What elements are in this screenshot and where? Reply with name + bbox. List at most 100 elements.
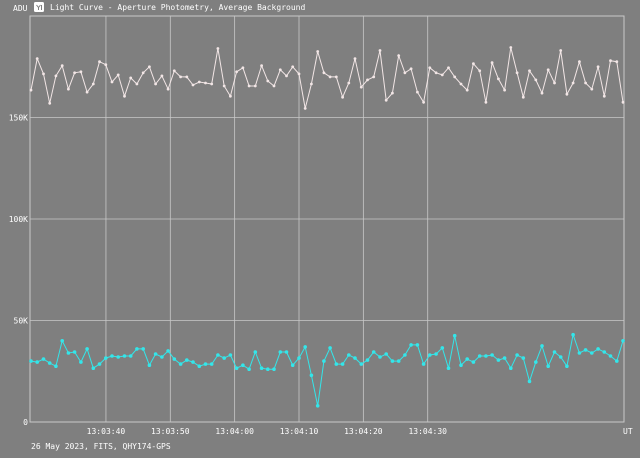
data-point <box>128 354 133 358</box>
data-point <box>359 85 363 89</box>
data-point <box>235 70 239 74</box>
data-point <box>447 66 450 70</box>
data-point <box>185 75 189 79</box>
data-point <box>315 404 320 408</box>
data-point <box>42 72 45 76</box>
data-point <box>347 81 351 85</box>
data-point <box>234 366 239 371</box>
data-point <box>123 94 126 98</box>
data-point <box>179 75 183 79</box>
y-tick-label: 50K <box>14 317 29 326</box>
data-point <box>29 359 33 363</box>
data-point <box>328 75 332 79</box>
grid <box>30 16 624 422</box>
data-point <box>322 359 326 363</box>
data-point <box>197 364 202 369</box>
data-point <box>110 80 114 84</box>
data-point <box>178 362 183 366</box>
data-point <box>584 81 587 85</box>
data-point <box>521 356 526 360</box>
data-point <box>91 366 96 371</box>
data-point <box>166 87 170 91</box>
data-point <box>378 49 382 52</box>
x-tick-label: 13:03:50 <box>151 427 190 436</box>
data-point <box>266 79 270 83</box>
data-point <box>484 354 488 358</box>
data-point <box>328 346 332 350</box>
data-point <box>204 81 207 85</box>
x-tick-label: 13:04:10 <box>280 427 319 436</box>
data-point <box>129 76 133 80</box>
data-point <box>496 358 501 362</box>
x-tick-label: 13:04:30 <box>408 427 447 436</box>
data-point <box>340 362 345 366</box>
y-axis-ticks: 0 50K 100K 150K <box>9 114 28 428</box>
data-point <box>546 68 550 72</box>
data-point <box>477 354 482 358</box>
data-point <box>509 366 513 371</box>
data-point <box>590 87 594 91</box>
data-point <box>222 84 226 88</box>
data-point <box>47 361 52 365</box>
data-point <box>534 360 538 364</box>
data-point <box>559 49 563 52</box>
data-point <box>210 82 214 86</box>
data-point <box>160 355 164 359</box>
data-point <box>478 69 482 73</box>
data-point <box>540 344 544 348</box>
data-point <box>503 88 506 92</box>
data-point <box>453 75 457 79</box>
data-point <box>247 84 251 88</box>
data-point <box>303 345 308 349</box>
data-point <box>353 57 357 60</box>
data-point <box>528 69 531 73</box>
data-point <box>509 46 513 49</box>
data-point <box>191 83 195 87</box>
data-point <box>228 353 233 357</box>
data-point <box>590 351 594 355</box>
title-bar: Light Curve - Aperture Photometry, Avera… <box>34 2 305 12</box>
data-point <box>72 350 77 354</box>
data-point <box>291 65 295 69</box>
data-point <box>602 350 607 354</box>
data-point <box>116 355 120 359</box>
app-logo-icon <box>34 2 44 12</box>
data-point <box>41 357 46 361</box>
data-point <box>203 362 208 366</box>
data-point <box>471 360 476 364</box>
data-point <box>79 360 83 364</box>
data-point <box>502 356 507 360</box>
data-point <box>67 87 70 91</box>
series-layer <box>29 46 625 408</box>
data-point <box>191 360 195 364</box>
data-point <box>334 75 338 79</box>
data-point <box>583 348 588 352</box>
data-point <box>553 81 556 85</box>
data-point <box>422 100 425 104</box>
data-point <box>440 73 444 77</box>
data-point <box>577 351 582 355</box>
data-point <box>185 358 189 362</box>
data-point <box>446 366 451 371</box>
data-point <box>160 74 164 78</box>
data-point <box>172 357 177 361</box>
x-tick-label: 13:04:20 <box>344 427 383 436</box>
y-tick-label: 100K <box>9 215 28 224</box>
series-line-target <box>30 47 624 109</box>
data-point <box>260 64 263 68</box>
data-point <box>116 73 120 77</box>
data-point <box>615 60 619 64</box>
data-point <box>91 82 95 86</box>
data-point <box>284 350 289 354</box>
data-point <box>371 350 376 354</box>
data-point <box>571 332 575 337</box>
data-point <box>596 347 600 351</box>
data-point <box>608 354 613 358</box>
data-point <box>409 67 413 71</box>
data-point <box>366 78 369 82</box>
data-point <box>303 107 307 110</box>
data-point <box>135 82 139 86</box>
data-point <box>253 350 258 354</box>
data-point <box>434 352 438 356</box>
data-point <box>384 352 389 356</box>
